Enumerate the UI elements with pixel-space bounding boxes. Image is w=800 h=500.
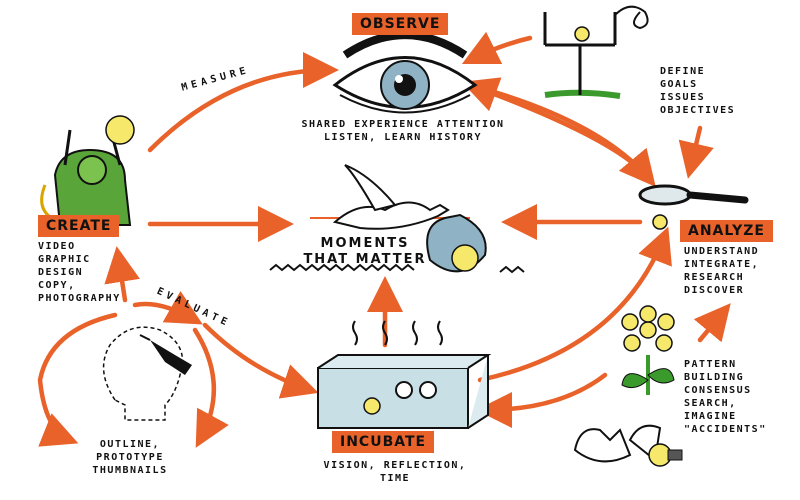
stage-observe: OBSERVE [352, 13, 449, 35]
arrow-define-to-analyze [678, 125, 714, 179]
arrow-goalpost-to-observe [461, 31, 533, 65]
outline-notes: OUTLINE, PROTOTYPE THUMBNAILS [92, 439, 168, 476]
stage-incubate: INCUBATE [332, 431, 435, 453]
define-notes: DEFINE GOALS ISSUES OBJECTIVES [660, 66, 736, 116]
stage-create: CREATE [38, 215, 120, 237]
observe-notes: SHARED EXPERIENCE ATTENTION LISTEN, LEAR… [301, 119, 505, 143]
person-icon [40, 115, 135, 226]
stork-icon [310, 164, 487, 273]
arrow-bulb-to-create [104, 246, 140, 303]
center-title: MOMENTS THAT MATTER [303, 236, 427, 267]
arrow-loop-left [37, 312, 118, 447]
analyze-notes: UNDERSTAND INTEGRATE, RESEARCH DISCOVER [684, 246, 760, 296]
create-notes: VIDEO GRAPHIC DESIGN COPY, PHOTOGRAPHY [38, 241, 121, 304]
arrow-analyze-observe-return [461, 77, 653, 183]
magnifier-icon [638, 184, 749, 230]
goalpost-icon [543, 5, 649, 99]
arrow-analyze-flower [693, 303, 731, 343]
egg-bulb-icon [573, 424, 683, 467]
arrow-flower-to-incubate [476, 372, 608, 428]
arrow-loop-right [192, 327, 229, 448]
eye-icon [332, 31, 478, 114]
incubator-icon [317, 320, 492, 429]
arrow-create-to-observe [147, 52, 339, 153]
center-scribble-right [499, 265, 525, 274]
arrow-evaluate-to-incubate [202, 322, 319, 399]
flow-arrows [37, 31, 731, 448]
arrow-evaluate-to-create [132, 290, 203, 325]
arrow-incubate-to-analyze [477, 226, 672, 383]
stage-analyze: ANALYZE [680, 220, 773, 242]
center-scribble [269, 263, 415, 272]
flower-icon [621, 305, 675, 395]
outline-bulb-icon [102, 326, 192, 421]
pattern-notes: PATTERN BUILDING CONSENSUS SEARCH, IMAGI… [684, 359, 767, 435]
incubate-notes: VISION, REFLECTION, TIME [323, 460, 467, 484]
